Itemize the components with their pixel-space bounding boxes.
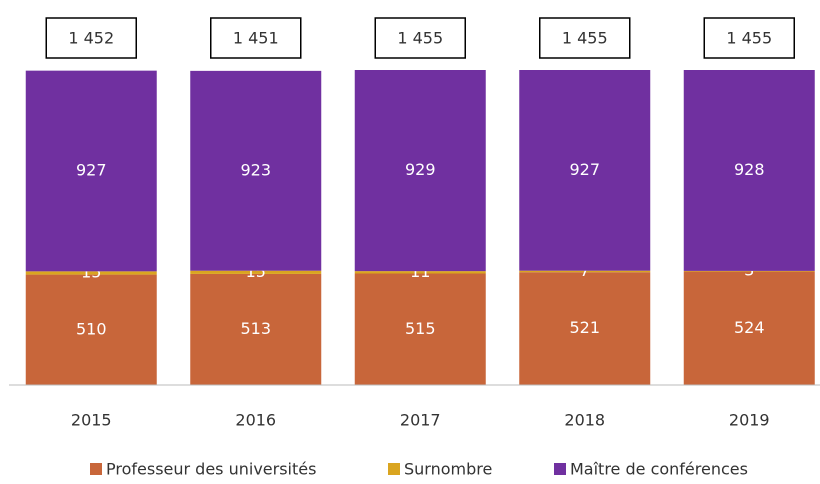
bar-segment bbox=[683, 70, 815, 271]
legend-swatch bbox=[554, 463, 566, 475]
legend-swatch bbox=[388, 463, 400, 475]
total-box bbox=[45, 17, 137, 59]
total-label: 1 451 bbox=[233, 29, 279, 48]
bar-segment bbox=[519, 272, 651, 385]
data-label: 927 bbox=[569, 160, 600, 179]
bar-segment bbox=[190, 270, 322, 274]
total-label: 1 455 bbox=[397, 29, 443, 48]
legend-swatch bbox=[90, 463, 102, 475]
total-box bbox=[374, 17, 466, 59]
bar-segment bbox=[354, 70, 486, 272]
data-label: 510 bbox=[76, 319, 107, 338]
total-box bbox=[210, 17, 302, 59]
bar-segment bbox=[25, 271, 157, 275]
data-label: 927 bbox=[76, 160, 107, 179]
data-label: 929 bbox=[405, 160, 436, 179]
data-label: 513 bbox=[240, 319, 271, 338]
bar-segment bbox=[519, 270, 651, 273]
x-tick-label: 2017 bbox=[400, 411, 441, 430]
data-label: 923 bbox=[240, 160, 271, 179]
data-label: 515 bbox=[405, 319, 436, 338]
x-tick-label: 2019 bbox=[729, 411, 770, 430]
data-label: 524 bbox=[734, 318, 765, 337]
bar-segment bbox=[354, 271, 486, 274]
bar-segment bbox=[519, 70, 651, 271]
bar-segment bbox=[683, 271, 815, 385]
bar-segment bbox=[25, 70, 157, 272]
total-label: 1 452 bbox=[68, 29, 114, 48]
bar-segment bbox=[190, 70, 322, 271]
x-tick-label: 2018 bbox=[564, 411, 605, 430]
bar-segment bbox=[25, 274, 157, 385]
x-tick-label: 2016 bbox=[235, 411, 276, 430]
total-box bbox=[539, 17, 631, 59]
legend-label: Professeur des universités bbox=[106, 460, 316, 479]
total-box bbox=[703, 17, 795, 59]
legend-label: Maître de conférences bbox=[570, 460, 748, 479]
bar-segment bbox=[683, 270, 815, 272]
total-label: 1 455 bbox=[726, 29, 772, 48]
data-label: 928 bbox=[734, 160, 765, 179]
data-label: 521 bbox=[569, 318, 600, 337]
legend-label: Surnombre bbox=[404, 460, 492, 479]
bar-segment bbox=[354, 273, 486, 385]
x-tick-label: 2015 bbox=[71, 411, 112, 430]
total-label: 1 455 bbox=[562, 29, 608, 48]
bar-segment bbox=[190, 273, 322, 385]
